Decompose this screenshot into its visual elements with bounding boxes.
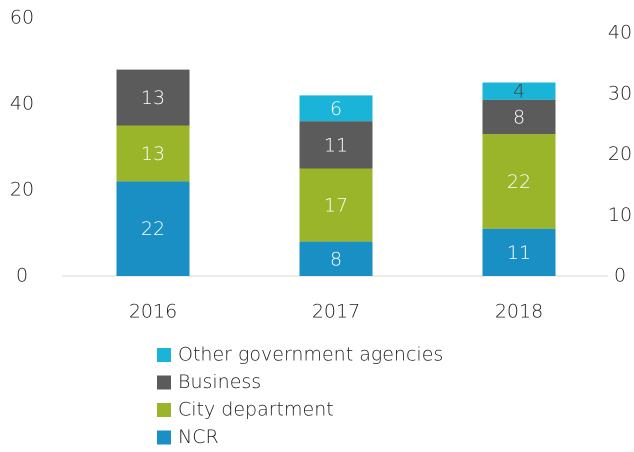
legend-swatch: [157, 348, 171, 362]
bar-segment: [482, 99, 556, 135]
x-tick-label: 2017: [312, 301, 360, 323]
bar-segment: [299, 241, 373, 276]
legend-swatch: [157, 375, 171, 390]
value-label: 13: [141, 87, 165, 109]
x-tick-label: 2018: [495, 301, 543, 323]
bar-segment: [116, 69, 190, 126]
legend-label: Other government agencies: [178, 344, 443, 366]
bar-segment: [116, 125, 190, 182]
bar-segment: [482, 82, 556, 100]
value-label: 4: [513, 81, 525, 103]
value-label: 17: [324, 195, 348, 217]
bar-segment: [482, 134, 556, 229]
value-label: 8: [513, 106, 525, 128]
legend-label: City department: [178, 399, 334, 421]
bar-segment: [482, 228, 556, 276]
value-label: 11: [507, 242, 531, 264]
y-tick-label: 0: [16, 265, 28, 287]
bar-segment: [299, 168, 373, 242]
legend-swatch: [157, 430, 171, 445]
y-tick-label: 60: [10, 7, 34, 29]
legend-label: Business: [178, 371, 261, 393]
y2-tick-label: 10: [608, 204, 632, 226]
value-label: 8: [330, 248, 342, 270]
bar-segment: [299, 121, 373, 169]
y2-tick-label: 30: [608, 82, 632, 104]
value-label: 6: [330, 98, 342, 120]
value-label: 22: [507, 171, 531, 193]
legend-label: NCR: [178, 426, 219, 448]
bar-segment: [116, 181, 190, 276]
y-tick-label: 40: [10, 93, 34, 115]
value-label: 11: [324, 134, 348, 156]
y2-tick-label: 20: [608, 143, 632, 165]
y2-tick-label: 40: [608, 22, 632, 44]
value-label: 22: [141, 218, 165, 240]
value-label: 13: [141, 143, 165, 165]
y2-tick-label: 0: [614, 265, 626, 287]
y-tick-label: 20: [10, 179, 34, 201]
legend-swatch: [157, 403, 171, 417]
x-tick-label: 2016: [129, 301, 177, 323]
bar-segment: [299, 95, 373, 122]
